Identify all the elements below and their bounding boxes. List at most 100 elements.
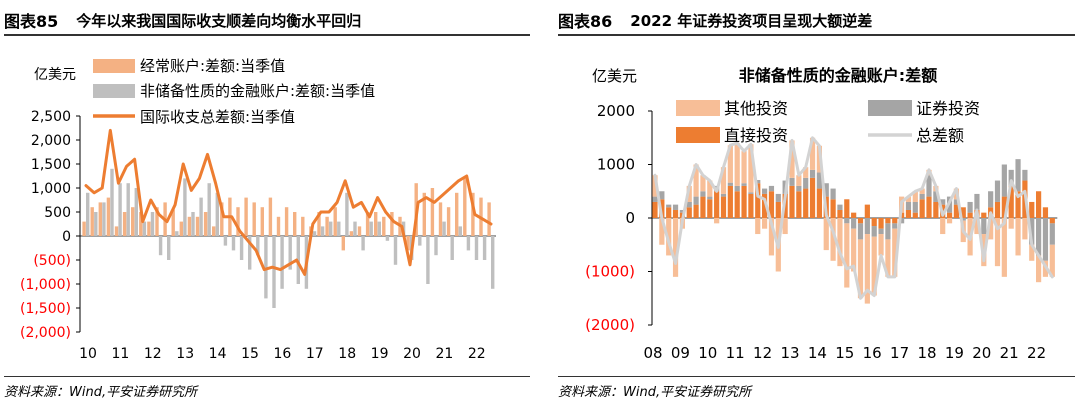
bar-other-investment	[700, 175, 706, 192]
bar-financial-account	[337, 221, 341, 236]
bar-direct-investment	[967, 212, 973, 218]
bar-securities-investment	[1049, 223, 1055, 245]
bar-current-account	[212, 226, 216, 236]
bar-other-investment	[988, 218, 994, 240]
bar-financial-account	[377, 221, 381, 236]
bar-current-account	[195, 216, 200, 236]
bar-other-investment	[1036, 255, 1042, 283]
y-tick-label: (1,000)	[20, 277, 71, 293]
bar-current-account	[463, 178, 467, 236]
bar-securities-investment	[700, 191, 706, 197]
bop-balance-chart: 2,500 2,000 1,500 1,000 500 0 (500) (1,000) (1,5…	[20, 57, 496, 362]
bar-financial-account	[264, 236, 268, 299]
bar-direct-investment	[734, 191, 740, 218]
x-tick-label: 17	[890, 344, 909, 362]
bar-direct-investment	[775, 201, 781, 218]
bar-direct-investment	[953, 204, 959, 218]
bar-financial-account	[231, 236, 236, 251]
bar-other-investment	[789, 140, 795, 178]
bar-other-investment	[762, 218, 768, 229]
bar-current-account	[374, 212, 378, 236]
bar-other-investment	[823, 218, 829, 251]
bar-financial-account	[102, 202, 106, 236]
bar-direct-investment	[926, 196, 932, 218]
bar-financial-account	[450, 236, 454, 260]
y-tick-label: 1,000	[31, 181, 71, 197]
line-total-balance	[653, 136, 1054, 300]
bar-securities-investment	[974, 193, 980, 210]
x-tick-label: 09	[671, 344, 690, 362]
y-unit-label: 亿美元	[592, 67, 637, 85]
bar-securities-investment	[1001, 164, 1007, 197]
bar-other-investment	[851, 228, 857, 272]
bar-current-account	[341, 236, 345, 251]
bar-direct-investment	[837, 209, 843, 218]
bar-other-investment	[672, 218, 679, 277]
figure-86-title: 2022 年证券投资项目呈现大额逆差	[630, 11, 873, 30]
bar-securities-investment	[741, 183, 747, 186]
y-tick-label: 2,000	[31, 133, 71, 149]
bar-securities-investment	[919, 193, 925, 200]
y-tick-label: (1,500)	[20, 301, 71, 317]
bar-direct-investment	[1029, 201, 1035, 218]
bar-securities-investment	[953, 199, 959, 205]
bar-direct-investment	[809, 177, 816, 218]
bar-direct-investment	[885, 218, 891, 224]
bar-securities-investment	[748, 192, 754, 194]
bar-financial-account	[345, 192, 349, 236]
x-tick-label: 13	[780, 344, 799, 362]
bar-direct-investment	[803, 188, 809, 218]
bar-direct-investment	[741, 185, 747, 218]
bar-current-account	[455, 192, 459, 236]
bar-current-account	[382, 216, 386, 236]
bar-current-account	[406, 236, 410, 251]
y-tick-label: (500)	[33, 253, 71, 269]
bar-financial-account	[361, 236, 365, 251]
bar-other-investment	[809, 137, 816, 170]
bar-financial-account	[118, 183, 122, 236]
bar-direct-investment	[686, 207, 692, 218]
bar-securities-investment	[960, 218, 966, 221]
bar-financial-account	[191, 212, 195, 236]
bar-securities-investment	[686, 201, 692, 208]
bar-direct-investment	[796, 191, 802, 218]
bar-current-account	[284, 207, 289, 236]
bar-current-account	[131, 207, 135, 236]
bar-current-account	[122, 212, 127, 236]
bar-direct-investment	[762, 193, 768, 218]
bar-current-account	[187, 216, 192, 236]
legend-label-total-balance: 总差额	[916, 126, 964, 145]
bar-current-account	[438, 202, 443, 236]
financial-account-chart: 2000 1000 0 (1000) (2000) 08 09 10 11 12 13 14 15 16 1…	[585, 66, 1058, 362]
bar-other-investment	[782, 218, 788, 235]
x-tick-label: 16	[863, 344, 882, 362]
bar-financial-account	[150, 212, 155, 236]
bar-financial-account	[142, 221, 147, 236]
bar-other-investment	[940, 218, 946, 235]
figure-85-source: 资料来源：Wind,平安证券研究所	[4, 376, 530, 400]
x-tick-label: 17	[306, 346, 324, 362]
figure-85-title: 今年以来我国国际收支顺差向均衡水平回归	[76, 11, 362, 30]
bar-securities-investment	[823, 183, 829, 197]
bar-current-account	[357, 226, 362, 236]
x-tick-label: 21	[435, 346, 453, 362]
bar-financial-account	[466, 236, 471, 251]
bar-financial-account	[223, 236, 228, 246]
bar-current-account	[446, 207, 451, 236]
bar-other-investment	[727, 145, 733, 183]
bar-current-account	[325, 216, 329, 236]
bar-financial-account	[491, 236, 495, 289]
bar-other-investment	[919, 188, 925, 194]
bar-current-account	[333, 207, 337, 236]
bar-other-investment	[974, 218, 980, 235]
bar-securities-investment	[789, 177, 795, 186]
bar-direct-investment	[946, 212, 953, 218]
bar-securities-investment	[844, 218, 850, 224]
bar-current-account	[203, 212, 208, 236]
bar-current-account	[349, 231, 354, 236]
bar-financial-account	[158, 236, 163, 256]
bar-securities-investment	[1008, 169, 1014, 186]
bar-direct-investment	[871, 218, 877, 227]
bar-direct-investment	[714, 191, 720, 218]
bar-securities-investment	[871, 226, 877, 237]
